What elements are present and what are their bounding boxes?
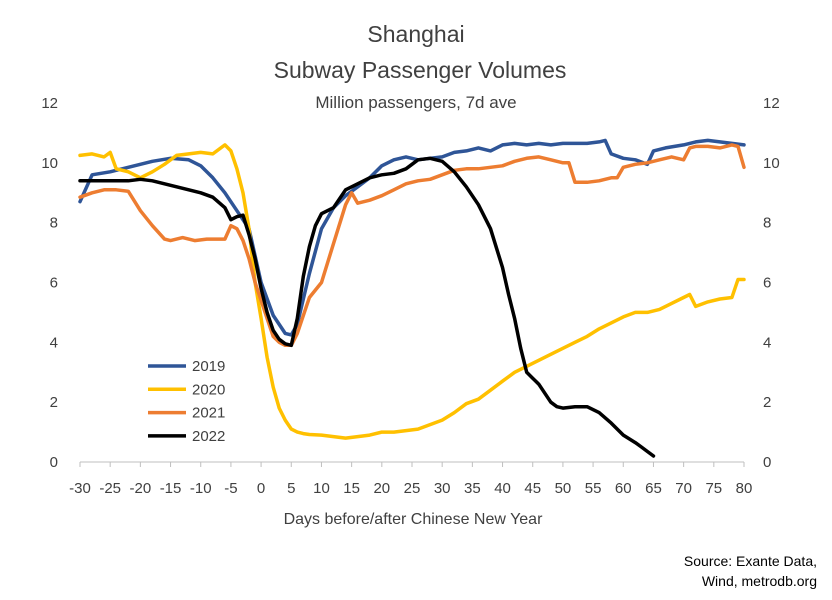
- x-tick-label: -10: [190, 480, 212, 497]
- series-line-2020: [78, 143, 746, 440]
- x-tick-label: 30: [434, 480, 451, 497]
- legend-label-2019: 2019: [192, 358, 225, 375]
- x-tick-label: -15: [160, 480, 182, 497]
- x-tick-label: 70: [675, 480, 692, 497]
- y-tick-label-right: 12: [763, 95, 780, 112]
- legend-label-2020: 2020: [192, 381, 225, 398]
- chart-subtitle: Subway Passenger Volumes: [274, 57, 567, 83]
- y-tick-label-right: 4: [763, 334, 771, 351]
- x-tick-label: 75: [705, 480, 722, 497]
- y-tick-label-left: 0: [50, 454, 58, 471]
- y-tick-label-left: 4: [50, 334, 58, 351]
- chart-units: Million passengers, 7d ave: [315, 93, 516, 112]
- y-tick-label-left: 8: [50, 215, 58, 232]
- x-tick-label: 25: [404, 480, 421, 497]
- x-tick-label: 45: [524, 480, 541, 497]
- x-tick-label: -20: [130, 480, 152, 497]
- y-tick-label-left: 2: [50, 394, 58, 411]
- legend: 2019 2020 2021 2022: [148, 358, 225, 445]
- x-tick-label: 10: [313, 480, 330, 497]
- x-tick-label: 20: [373, 480, 390, 497]
- x-tick-label: 55: [585, 480, 602, 497]
- x-tick-label: -5: [224, 480, 237, 497]
- x-axis-label: Days before/after Chinese New Year: [284, 511, 543, 528]
- x-tick-label: 40: [494, 480, 511, 497]
- source-line-1: Source: Exante Data,: [684, 553, 817, 569]
- x-tick-label: 60: [615, 480, 632, 497]
- x-tick-label: -30: [69, 480, 91, 497]
- y-tick-label-left: 6: [50, 275, 58, 292]
- axes: -30 -25 -20 -15 -10 -5 0 5 10 15 20 25 30 35 40 45 50 55 6…: [41, 95, 779, 497]
- series-lines: [78, 138, 746, 458]
- x-tick-label: 0: [257, 480, 265, 497]
- x-tick-label: 80: [736, 480, 753, 497]
- x-tick-label: -25: [99, 480, 121, 497]
- legend-label-2021: 2021: [192, 405, 225, 422]
- x-tick-label: 15: [343, 480, 360, 497]
- source-line-2: Wind, metrodb.org: [702, 573, 817, 589]
- y-tick-label-right: 8: [763, 215, 771, 232]
- x-tick-label: 35: [464, 480, 481, 497]
- y-tick-label-left: 12: [41, 95, 58, 112]
- y-tick-label-right: 6: [763, 275, 771, 292]
- y-tick-label-right: 10: [763, 155, 780, 172]
- y-tick-label-right: 2: [763, 394, 771, 411]
- chart-title: Shanghai: [367, 21, 464, 47]
- y-tick-label-right: 0: [763, 454, 771, 471]
- x-tick-label: 65: [645, 480, 662, 497]
- x-tick-label: 5: [287, 480, 295, 497]
- y-tick-label-left: 10: [41, 155, 58, 172]
- legend-label-2022: 2022: [192, 428, 225, 445]
- x-tick-label: 50: [555, 480, 572, 497]
- series-line-2021: [78, 143, 746, 348]
- series-line-2022: [78, 156, 656, 458]
